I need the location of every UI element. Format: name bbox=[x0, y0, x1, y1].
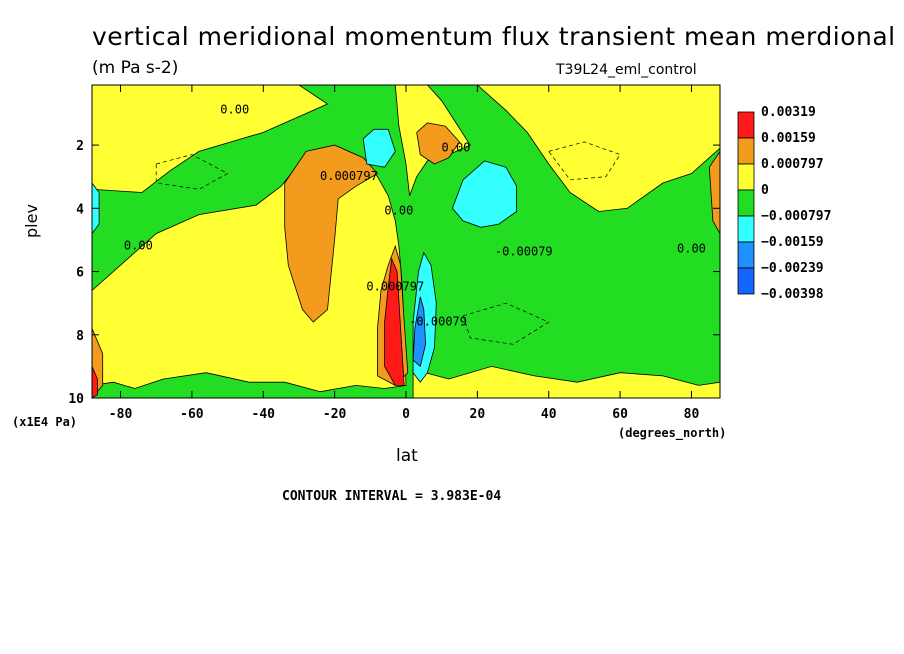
y-axis-units: (x1E4 Pa) bbox=[12, 415, 78, 429]
chart-units: (m Pa s-2) bbox=[92, 58, 179, 78]
y-tick-label: 6 bbox=[76, 266, 84, 281]
axes: -80 -60 -40 -20 0 20 40 60 80 2 4 6 8 10 bbox=[68, 84, 721, 422]
contour-region-orange-1 bbox=[416, 122, 461, 165]
contour-label: 0.00 bbox=[442, 140, 471, 154]
legend-level-label: 0 bbox=[761, 183, 769, 198]
x-tick-label: -20 bbox=[323, 407, 347, 422]
y-tick-label: 8 bbox=[76, 329, 84, 344]
contour-label: 0.00 bbox=[384, 204, 413, 218]
x-tick-label: 80 bbox=[684, 407, 700, 422]
legend-level-label: 0.00159 bbox=[761, 131, 816, 146]
dataset-name: T39L24_eml_control bbox=[556, 62, 697, 78]
contour-region-red-0 bbox=[384, 257, 405, 386]
contour-label: 0.000797 bbox=[366, 280, 424, 294]
contour-label: -0.00079 bbox=[409, 314, 467, 328]
contour-region-blue-0 bbox=[412, 296, 427, 368]
contour-region-cyan-1 bbox=[451, 160, 517, 228]
contour-label: 0.00 bbox=[220, 102, 249, 116]
contour-region-cyan-0 bbox=[362, 128, 396, 168]
contour-label: 0.00 bbox=[677, 242, 706, 256]
contour-region-orange-0 bbox=[284, 144, 379, 323]
legend-level-label: 0.000797 bbox=[761, 157, 824, 172]
x-tick-label: 40 bbox=[541, 407, 557, 422]
x-tick-label: -80 bbox=[109, 407, 133, 422]
chart-title: vertical meridional momentum flux transi… bbox=[92, 22, 896, 51]
x-tick-label: 60 bbox=[612, 407, 628, 422]
dashed-contour-0 bbox=[155, 154, 229, 190]
legend-level-label: −0.00398 bbox=[761, 287, 824, 302]
x-axis-label: lat bbox=[396, 446, 418, 466]
dashed-contour-1 bbox=[548, 141, 621, 181]
x-tick-label: 0 bbox=[402, 407, 410, 422]
legend-level-label: −0.000797 bbox=[761, 209, 831, 224]
contour-label: 0.00 bbox=[124, 238, 153, 252]
contour-region-yellow-0 bbox=[91, 84, 329, 193]
legend-level-label: −0.00159 bbox=[761, 235, 824, 250]
legend-swatch bbox=[737, 241, 755, 269]
legend-swatch bbox=[737, 189, 755, 217]
legend-swatch bbox=[737, 137, 755, 165]
x-tick-label: -60 bbox=[180, 407, 204, 422]
contour-label: -0.00079 bbox=[495, 245, 553, 259]
y-tick-label: 4 bbox=[76, 202, 84, 217]
color-legend: 0.00319 0.00159 0.000797 0 −0.000797 −0.00159… bbox=[737, 105, 831, 302]
legend-swatch bbox=[737, 215, 755, 243]
x-tick-label: 20 bbox=[470, 407, 486, 422]
y-tick-label: 2 bbox=[76, 139, 84, 154]
contour-label: 0.000797 bbox=[320, 169, 378, 183]
plot-area: 0.00 0.000797 0.00 0.000797 0.00 -0.00079 -0.0… bbox=[91, 84, 721, 400]
contour-interval-note: CONTOUR INTERVAL = 3.983E-04 bbox=[282, 489, 502, 504]
legend-swatch bbox=[737, 111, 755, 139]
legend-level-label: 0.00319 bbox=[761, 105, 816, 120]
legend-level-label: −0.00239 bbox=[761, 261, 824, 276]
y-tick-label: 10 bbox=[68, 392, 84, 407]
x-tick-label: -40 bbox=[252, 407, 276, 422]
dashed-contour-2 bbox=[462, 302, 550, 345]
legend-swatch bbox=[737, 163, 755, 191]
x-axis-units: (degrees_north) bbox=[618, 426, 727, 440]
legend-swatch bbox=[737, 267, 755, 295]
